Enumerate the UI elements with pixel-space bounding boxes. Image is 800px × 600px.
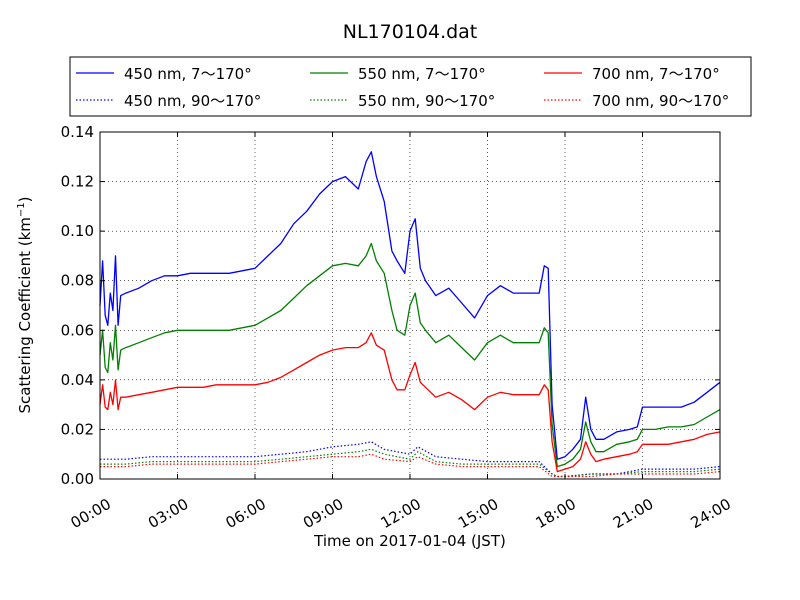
y-tick-label: 0.08 xyxy=(61,272,94,290)
legend-items: 450 nm, 7～170° 450 nm, 90～170° 550 nm, 7～1… xyxy=(76,65,729,110)
legend-label-550-nm-7-170: 550 nm, 7～170° xyxy=(358,65,486,83)
y-axis-label-close: ) xyxy=(16,196,34,202)
x-tick-label: 12:00 xyxy=(378,495,424,532)
legend-label-700-nm-90-170: 700 nm, 90～170° xyxy=(592,92,729,110)
legend-label-450-nm-7-170: 450 nm, 7～170° xyxy=(124,65,252,83)
y-tick-label: 0.06 xyxy=(61,321,94,339)
x-tick-label: 09:00 xyxy=(300,495,346,532)
legend-label-550-nm-90-170: 550 nm, 90～170° xyxy=(358,92,495,110)
ticks: 00:00 03:00 06:00 09:00 12:00 15:00 18:00 21:00… xyxy=(61,123,734,532)
chart-title: NL170104.dat xyxy=(343,21,478,43)
y-tick-label: 0.12 xyxy=(61,173,94,191)
series-line-450-nm-7-170 xyxy=(99,151,721,460)
x-tick-label: 18:00 xyxy=(533,495,579,532)
x-tick-label: 03:00 xyxy=(145,495,191,532)
y-tick-label: 0.04 xyxy=(61,371,94,389)
y-tick-label: 0.10 xyxy=(61,222,94,240)
series-line-550-nm-7-170 xyxy=(99,242,721,468)
grid xyxy=(100,132,720,479)
legend-label-450-nm-90-170: 450 nm, 90～170° xyxy=(124,92,261,110)
y-axis-label: Scattering Coefficient (km−1) xyxy=(16,196,34,413)
x-tick-label: 06:00 xyxy=(223,495,269,532)
y-tick-label: 0.02 xyxy=(61,420,94,438)
x-tick-label: 15:00 xyxy=(455,495,501,532)
plot-area xyxy=(99,151,721,478)
y-axis-label-main: Scattering Coefficient (km xyxy=(16,217,34,413)
legend-label-700-nm-7-170: 700 nm, 7～170° xyxy=(592,65,720,83)
legend: 450 nm, 7～170° 450 nm, 90～170° 550 nm, 7～1… xyxy=(69,56,752,117)
x-tick-label: 00:00 xyxy=(68,495,114,532)
x-tick-label: 21:00 xyxy=(610,495,656,532)
x-tick-label: 24:00 xyxy=(688,495,734,532)
y-tick-label: 0.00 xyxy=(61,470,94,488)
x-axis-label: Time on 2017-01-04 (JST) xyxy=(313,532,506,550)
legend-box xyxy=(69,56,752,117)
series-line-700-nm-7-170 xyxy=(99,332,721,473)
y-tick-label: 0.14 xyxy=(61,123,94,141)
series-line-550-nm-90-170 xyxy=(100,448,721,478)
y-axis-label-sup: −1 xyxy=(16,202,27,217)
series-line-700-nm-90-170 xyxy=(100,453,721,478)
